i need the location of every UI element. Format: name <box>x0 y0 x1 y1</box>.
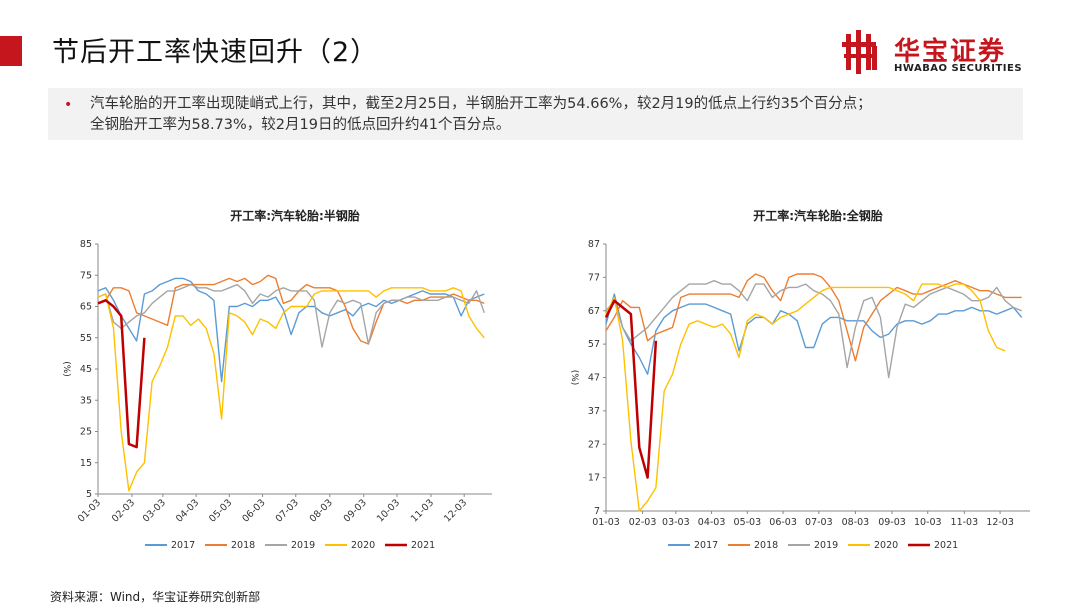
x-tick-label: 10-03 <box>914 517 942 528</box>
x-tick-label: 06-03 <box>240 497 267 524</box>
summary-line-1: 汽车轮胎的开工率出现陡峭式上行，其中，截至2月25日，半钢胎开工率为54.66%… <box>90 96 872 112</box>
x-tick-label: 02-03 <box>629 517 657 528</box>
legend-label-2017: 2017 <box>694 540 718 551</box>
series-line-2019 <box>605 279 1022 379</box>
x-tick-label: 03-03 <box>141 497 168 524</box>
title-accent-bar <box>0 36 22 66</box>
y-tick-label: 35 <box>80 395 92 406</box>
x-tick-label: 03-03 <box>662 517 690 528</box>
x-tick-label: 04-03 <box>174 497 201 524</box>
x-tick-label: 09-03 <box>878 517 906 528</box>
y-tick-label: 47 <box>588 373 600 384</box>
page-title: 节后开工率快速回升（2） <box>52 37 379 68</box>
y-axis-label: (%) <box>569 370 579 386</box>
x-tick-label: 12-03 <box>442 497 469 524</box>
y-tick-label: 55 <box>80 333 92 344</box>
summary-line-2: 全钢胎开工率为58.73%，较2月19日的低点回升约41个百分点。 <box>90 117 511 133</box>
y-tick-label: 37 <box>588 406 600 417</box>
x-tick-label: 07-03 <box>274 497 301 524</box>
bullet-icon: • <box>64 97 73 113</box>
x-tick-label: 09-03 <box>342 497 369 524</box>
series-line-2017 <box>605 293 1023 375</box>
legend-label-2017: 2017 <box>171 540 195 551</box>
x-tick-label: 06-03 <box>769 517 797 528</box>
chart-title: 开工率:汽车轮胎:全钢胎 <box>753 208 883 223</box>
series-line-2020 <box>605 283 1006 512</box>
y-tick-label: 25 <box>80 427 92 438</box>
y-tick-label: 17 <box>588 473 600 484</box>
x-tick-label: 05-03 <box>734 517 762 528</box>
y-axis-label: (%) <box>61 361 71 377</box>
y-tick-label: 77 <box>588 272 600 283</box>
y-tick-label: 65 <box>80 302 92 313</box>
series-line-2017 <box>97 277 485 383</box>
y-tick-label: 27 <box>588 439 600 450</box>
chart-all-steel: 开工率:汽车轮胎:全钢胎 (%) 7 17 27 37 47 57 67 77 87 01-03 02-… <box>548 204 1040 556</box>
y-tick-label: 85 <box>80 239 92 250</box>
summary-box: • 汽车轮胎的开工率出现陡峭式上行，其中，截至2月25日，半钢胎开工率为54.6… <box>48 88 1023 140</box>
summary-text: 汽车轮胎的开工率出现陡峭式上行，其中，截至2月25日，半钢胎开工率为54.66%… <box>90 94 1020 136</box>
x-tick-label: 10-03 <box>375 497 402 524</box>
x-tick-label: 12-03 <box>986 517 1014 528</box>
legend-label-2020: 2020 <box>351 540 375 551</box>
x-tick-label: 08-03 <box>842 517 870 528</box>
x-tick-label: 05-03 <box>207 497 234 524</box>
x-tick-label: 07-03 <box>805 517 833 528</box>
y-tick-label: 87 <box>588 239 600 250</box>
x-tick-label: 11-03 <box>409 497 436 524</box>
x-tick-label: 01-03 <box>592 517 620 528</box>
chart-svg: 开工率:汽车轮胎:半钢胎 (%) 5 15 25 35 45 55 65 75 85 01-03 02-… <box>61 208 492 551</box>
legend-label-2019: 2019 <box>291 540 315 551</box>
chart-semi-steel: 开工率:汽车轮胎:半钢胎 (%) 5 15 25 35 45 55 65 75 85 01-03 02-… <box>40 204 510 556</box>
chart-svg: 开工率:汽车轮胎:全钢胎 (%) 7 17 27 37 47 57 67 77 87 01-03 02-… <box>569 208 1030 551</box>
y-tick-label: 15 <box>80 458 92 469</box>
x-tick-label: 11-03 <box>951 517 979 528</box>
y-tick-label: 45 <box>80 364 92 375</box>
y-tick-label: 75 <box>80 270 92 281</box>
series-line-2020 <box>97 287 485 492</box>
legend-label-2018: 2018 <box>231 540 255 551</box>
source-note: 资料来源：Wind，华宝证券研究创新部 <box>50 590 261 604</box>
series-line-2018 <box>97 274 485 345</box>
x-tick-label: 04-03 <box>698 517 726 528</box>
legend-label-2021: 2021 <box>934 540 958 551</box>
y-tick-label: 57 <box>588 339 600 350</box>
x-tick-label: 01-03 <box>76 497 103 524</box>
x-tick-label: 02-03 <box>110 497 137 524</box>
legend-label-2020: 2020 <box>874 540 898 551</box>
x-tick-label: 08-03 <box>308 497 335 524</box>
logo-text-cn: 华宝证券 <box>894 37 1007 67</box>
logo-mark-icon <box>842 30 877 74</box>
legend-label-2018: 2018 <box>754 540 778 551</box>
series-line-2021 <box>97 299 146 449</box>
chart-title: 开工率:汽车轮胎:半钢胎 <box>230 208 360 223</box>
series-line-2019 <box>97 283 485 348</box>
y-tick-label: 7 <box>594 506 600 517</box>
legend-label-2021: 2021 <box>411 540 435 551</box>
legend-label-2019: 2019 <box>814 540 838 551</box>
series-line-2018 <box>605 273 1022 362</box>
series-line-2021 <box>604 299 658 479</box>
y-tick-label: 5 <box>86 489 92 500</box>
logo-text-en: HWABAO SECURITIES <box>894 63 1023 74</box>
y-tick-label: 67 <box>588 306 600 317</box>
company-logo: 华宝证券 HWABAO SECURITIES <box>842 30 1042 78</box>
